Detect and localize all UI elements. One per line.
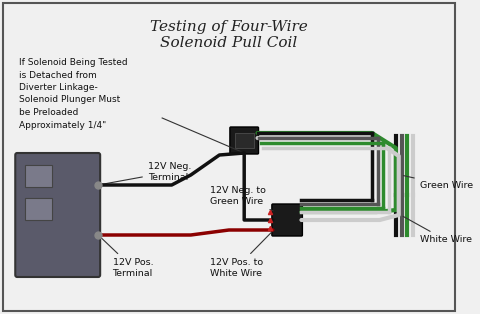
Bar: [25, 165, 51, 187]
Text: White Wire: White Wire: [403, 216, 472, 245]
FancyBboxPatch shape: [15, 153, 100, 277]
Text: 12V Neg.
Terminal: 12V Neg. Terminal: [101, 162, 191, 185]
Text: If Solenoid Being Tested
is Detached from
Diverter Linkage-
Solenoid Plunger Mus: If Solenoid Being Tested is Detached fro…: [19, 58, 128, 129]
FancyBboxPatch shape: [230, 127, 259, 154]
Bar: [25, 198, 51, 220]
Text: 12V Neg. to
Green Wire: 12V Neg. to Green Wire: [210, 186, 273, 211]
FancyBboxPatch shape: [272, 204, 302, 236]
Bar: [235, 133, 254, 148]
Text: Testing of Four-Wire: Testing of Four-Wire: [150, 20, 308, 34]
Text: 12V Pos. to
White Wire: 12V Pos. to White Wire: [210, 230, 274, 278]
Text: 12V Pos.
Terminal: 12V Pos. Terminal: [100, 237, 153, 278]
Text: Solenoid Pull Coil: Solenoid Pull Coil: [160, 36, 298, 50]
Text: Green Wire: Green Wire: [403, 176, 473, 190]
